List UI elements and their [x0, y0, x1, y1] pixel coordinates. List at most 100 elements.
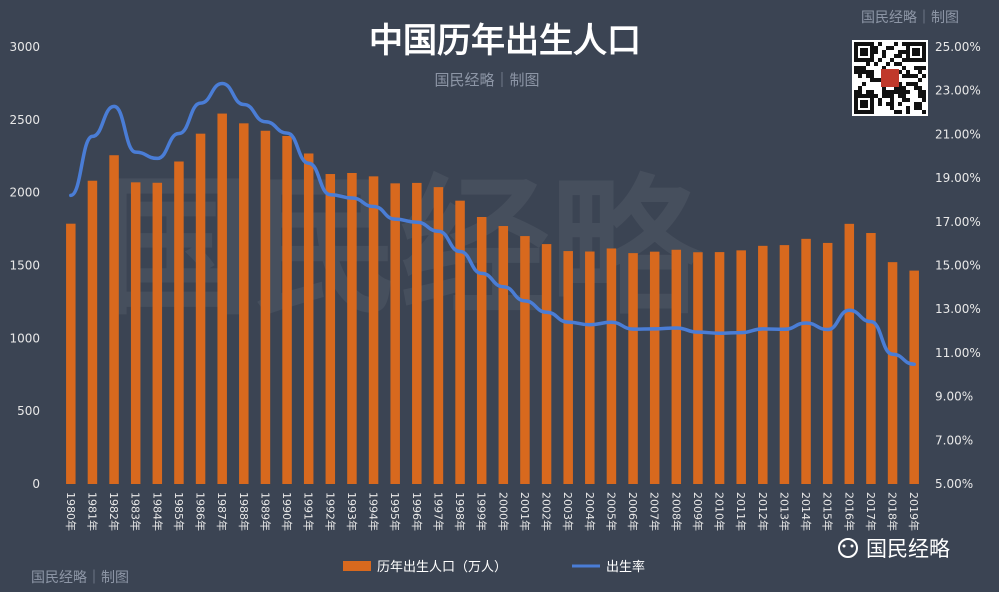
legend: 历年出生人口（万人） 出生率	[343, 559, 645, 575]
x-tick-label: 2004年	[583, 492, 597, 531]
bar-births	[866, 233, 876, 484]
bar-births	[606, 248, 617, 484]
chart-subtitle-credit: 国民经略｜制图	[434, 71, 539, 89]
bar-births	[779, 245, 790, 484]
y-axis-right: 5.00% 7.00% 9.00% 11.00% 13.00% 15.00% 17.00% 1…	[935, 40, 981, 491]
y-right-tick-label: 13.00%	[935, 302, 981, 316]
bar-births	[649, 251, 660, 484]
top-right-credit: 国民经略｜制图	[861, 10, 959, 26]
y-left-tick-label: 0	[32, 477, 40, 491]
bar-births	[520, 236, 530, 484]
bar-births	[347, 173, 357, 485]
bar-births	[585, 251, 595, 484]
birth-rate-line	[69, 81, 916, 367]
bar-births	[887, 262, 898, 484]
x-tick-label: 2016年	[842, 492, 856, 531]
bar-births	[736, 250, 746, 484]
x-tick-label: 2010年	[713, 492, 727, 531]
bar-births	[714, 252, 725, 484]
y-left-tick-label: 1000	[9, 331, 40, 345]
bar-births	[87, 180, 98, 485]
legend-label-births: 历年出生人口（万人）	[377, 560, 507, 575]
x-tick-label: 2019年	[907, 492, 921, 531]
y-left-tick-label: 500	[17, 404, 40, 418]
x-tick-label: 1988年	[237, 492, 251, 531]
x-tick-label: 1980年	[64, 492, 78, 531]
x-tick-label: 1985年	[172, 492, 186, 531]
x-tick-label: 2007年	[648, 492, 662, 531]
chart-title: 中国历年出生人口	[369, 21, 641, 61]
x-tick-label: 1998年	[453, 492, 467, 531]
bar-births	[433, 187, 444, 484]
bar-births	[455, 200, 465, 484]
x-tick-label: 2017年	[864, 492, 878, 531]
x-tick-label: 2015年	[821, 492, 835, 531]
x-tick-label: 1999年	[475, 492, 489, 531]
x-tick-label: 2011年	[734, 492, 748, 531]
x-axis: 1980年 1981年 1982年 1983年 1984年 1985年 1986年 1987年…	[64, 492, 921, 531]
legend-swatch-births	[343, 561, 371, 571]
legend-label-rate: 出生率	[606, 559, 645, 575]
x-tick-label: 2000年	[496, 492, 510, 531]
bar-births	[66, 223, 76, 484]
x-tick-label: 1984年	[150, 492, 164, 531]
x-tick-label: 1983年	[129, 492, 143, 531]
y-right-tick-label: 25.00%	[935, 40, 981, 54]
y-right-tick-label: 17.00%	[935, 215, 981, 229]
y-left-tick-label: 2500	[9, 113, 40, 127]
x-tick-label: 1986年	[194, 492, 208, 531]
bar-births	[303, 153, 314, 484]
brand-name: 国民经略	[866, 537, 950, 561]
y-right-tick-label: 5.00%	[935, 477, 973, 491]
y-right-tick-label: 9.00%	[935, 390, 973, 404]
bar-births	[628, 253, 638, 484]
x-tick-label: 1993年	[345, 492, 359, 531]
x-tick-label: 2003年	[561, 492, 575, 531]
bar-births	[476, 216, 487, 485]
x-tick-label: 2006年	[626, 492, 640, 531]
bar-births	[195, 133, 206, 484]
x-tick-label: 2001年	[518, 492, 532, 531]
bar-births	[325, 174, 336, 484]
x-tick-label: 1997年	[431, 492, 445, 531]
bar-births	[844, 223, 855, 484]
x-tick-label: 1989年	[258, 492, 272, 531]
bar-births	[412, 182, 422, 485]
bar-births	[130, 182, 141, 484]
bar-births	[368, 176, 379, 485]
y-right-tick-label: 15.00%	[935, 259, 981, 273]
bar-births	[239, 123, 249, 484]
bar-births	[109, 155, 119, 484]
bar-births	[563, 251, 573, 484]
bar-births	[541, 244, 552, 484]
y-axis-left: 0 500 1000 1500 2000 2500 3000	[9, 40, 40, 491]
bar-births	[152, 182, 163, 484]
y-right-tick-label: 7.00%	[935, 433, 973, 447]
y-left-tick-label: 1500	[9, 259, 40, 273]
bar-births	[217, 113, 227, 484]
bar-births	[822, 242, 833, 484]
bar-births	[174, 161, 184, 484]
x-tick-label: 2012年	[756, 492, 770, 531]
y-right-tick-label: 21.00%	[935, 127, 981, 141]
x-tick-label: 1995年	[388, 492, 402, 531]
x-tick-label: 1987年	[215, 492, 229, 531]
bar-births	[758, 245, 768, 484]
bar-births	[498, 226, 509, 484]
x-tick-label: 1991年	[302, 492, 316, 531]
x-tick-label: 2014年	[799, 492, 813, 531]
y-right-tick-label: 23.00%	[935, 84, 981, 98]
bottom-left-credit: 国民经略｜制图	[31, 570, 129, 586]
x-tick-label: 1992年	[323, 492, 337, 531]
bars	[66, 113, 919, 485]
qr-code	[852, 40, 928, 116]
x-tick-label: 2013年	[777, 492, 791, 531]
y-right-tick-label: 11.00%	[935, 346, 981, 360]
x-tick-label: 2018年	[886, 492, 900, 531]
x-tick-label: 1990年	[280, 492, 294, 531]
x-tick-label: 1981年	[85, 492, 99, 531]
x-tick-label: 2002年	[540, 492, 554, 531]
bar-births	[671, 249, 682, 484]
bar-births	[693, 252, 703, 484]
y-left-tick-label: 3000	[9, 40, 40, 54]
